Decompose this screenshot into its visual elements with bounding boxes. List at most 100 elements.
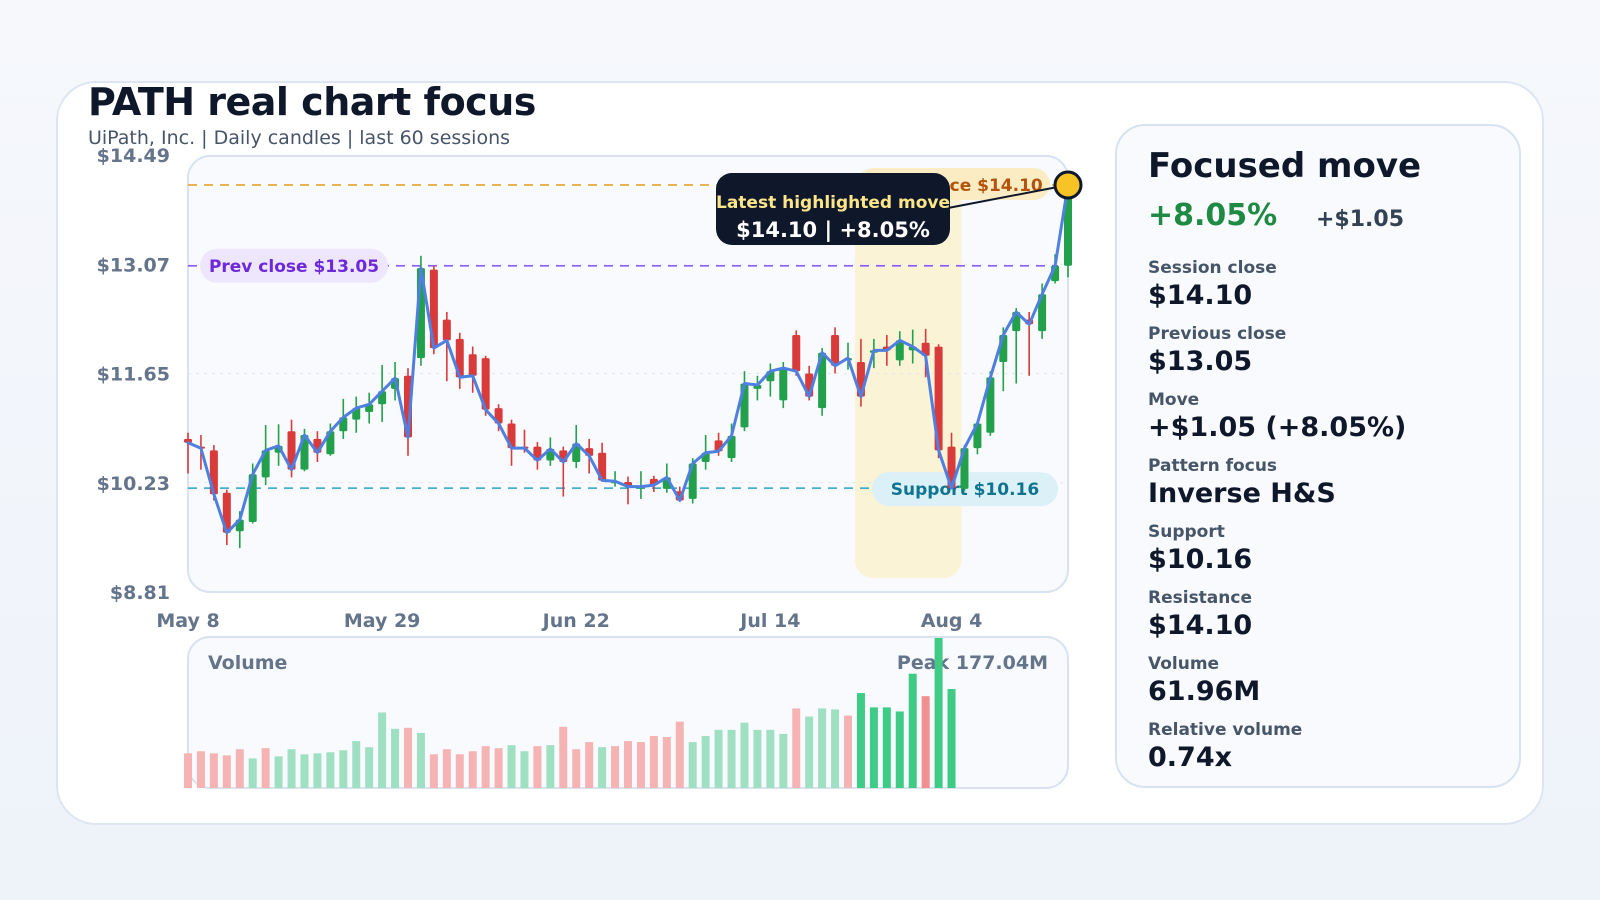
callout-title: Latest highlighted move <box>716 193 950 213</box>
stat-label-volume: Volume <box>1148 654 1220 674</box>
y-tick-label: $13.07 <box>97 254 170 276</box>
volume-bar <box>494 748 503 788</box>
volume-bar <box>856 693 865 788</box>
volume-bar <box>481 746 490 788</box>
candle-body <box>934 346 943 451</box>
volume-bar <box>300 754 309 788</box>
stat-value-relative-volume: 0.74x <box>1148 742 1233 773</box>
volume-bar <box>934 638 943 788</box>
volume-bar <box>184 753 192 788</box>
volume-bar <box>404 727 412 788</box>
candle-body <box>895 340 904 361</box>
volume-label: Volume <box>208 652 287 674</box>
volume-bar <box>869 707 878 788</box>
stat-label-pattern-focus: Pattern focus <box>1148 456 1278 476</box>
volume-bar <box>326 752 335 788</box>
volume-bar <box>365 747 374 788</box>
volume-bar <box>533 746 542 788</box>
volume-bar <box>779 733 788 788</box>
callout-box <box>716 173 950 245</box>
volume-bar <box>766 729 775 788</box>
volume-bar <box>507 745 516 788</box>
volume-bar <box>662 736 671 788</box>
volume-bar <box>585 742 594 788</box>
stat-value-move: +$1.05 (+8.05%) <box>1148 412 1407 443</box>
callout-value: $14.10 | +8.05% <box>736 218 930 243</box>
volume-bar <box>688 742 697 788</box>
y-tick-label: $11.65 <box>97 364 170 386</box>
volume-bar <box>248 758 257 788</box>
volume-bar <box>714 729 723 788</box>
x-tick-label: Aug 4 <box>921 610 983 632</box>
volume-bar <box>598 747 607 788</box>
volume-bar <box>572 749 581 788</box>
stat-label-resistance: Resistance <box>1148 588 1252 608</box>
volume-bar <box>313 753 322 788</box>
stat-value-resistance: $14.10 <box>1148 610 1253 641</box>
stat-label-support: Support <box>1148 522 1225 542</box>
stat-value-pattern-focus: Inverse H&S <box>1148 478 1336 509</box>
y-tick-label: $8.81 <box>110 582 170 604</box>
candle-body <box>792 335 801 372</box>
close-price-line <box>186 183 1070 535</box>
volume-bar <box>274 756 283 788</box>
candle-body <box>779 368 788 401</box>
volume-bar <box>649 735 658 788</box>
volume-bar <box>611 746 620 788</box>
volume-bar <box>209 753 218 788</box>
prev-close-label: Prev close $13.05 <box>209 257 379 277</box>
callout-leader-line <box>947 184 1069 209</box>
stat-value-previous-close: $13.05 <box>1148 346 1253 377</box>
stats-absolute-change: +$1.05 <box>1316 207 1405 232</box>
stat-value-session-close: $14.10 <box>1148 280 1253 311</box>
volume-bar <box>235 749 244 788</box>
volume-bar <box>805 716 814 788</box>
volume-bar <box>559 726 568 788</box>
volume-bar <box>753 729 762 788</box>
prev-close-label-pill <box>200 248 388 283</box>
volume-bar <box>882 707 891 788</box>
candle-body <box>921 342 930 356</box>
volume-bar <box>520 751 529 788</box>
y-tick-label: $14.49 <box>97 145 170 167</box>
candle-body <box>727 435 736 459</box>
volume-bar <box>391 728 400 788</box>
volume-bar <box>287 749 296 788</box>
volume-bar <box>727 729 736 788</box>
stats-percent-change: +8.05% <box>1148 198 1278 233</box>
volume-bar <box>740 722 749 788</box>
stats-panel <box>1115 124 1521 788</box>
volume-bar <box>844 715 852 788</box>
volume-bar <box>546 745 555 788</box>
volume-bar <box>378 712 387 788</box>
volume-bar <box>261 748 270 788</box>
volume-bar <box>831 709 840 788</box>
stat-value-support: $10.16 <box>1148 544 1253 575</box>
stat-label-session-close: Session close <box>1148 258 1277 278</box>
x-tick-label: Jun 22 <box>541 610 610 632</box>
volume-peak-label: Peak 177.04M <box>897 652 1048 674</box>
volume-bar <box>455 754 464 788</box>
stat-label-relative-volume: Relative volume <box>1148 720 1303 740</box>
volume-bar <box>895 711 904 788</box>
volume-bar <box>624 741 632 788</box>
volume-bar <box>675 721 684 788</box>
volume-bar <box>339 750 348 788</box>
stat-label-move: Move <box>1148 390 1200 410</box>
x-tick-label: May 29 <box>344 610 421 632</box>
volume-bar <box>947 689 956 788</box>
volume-bar <box>818 708 827 788</box>
candle-body <box>481 358 490 410</box>
stat-label-previous-close: Previous close <box>1148 324 1287 344</box>
y-tick-label: $10.23 <box>97 473 170 495</box>
x-tick-label: May 8 <box>156 610 219 632</box>
volume-bar <box>222 755 231 788</box>
stat-value-volume: 61.96M <box>1148 676 1261 707</box>
volume-bar <box>636 742 645 788</box>
candle-body <box>442 319 451 341</box>
volume-bar <box>908 673 917 788</box>
volume-bar <box>442 749 451 788</box>
page-subtitle: UiPath, Inc. | Daily candles | last 60 s… <box>88 127 511 149</box>
volume-bar <box>352 741 361 788</box>
